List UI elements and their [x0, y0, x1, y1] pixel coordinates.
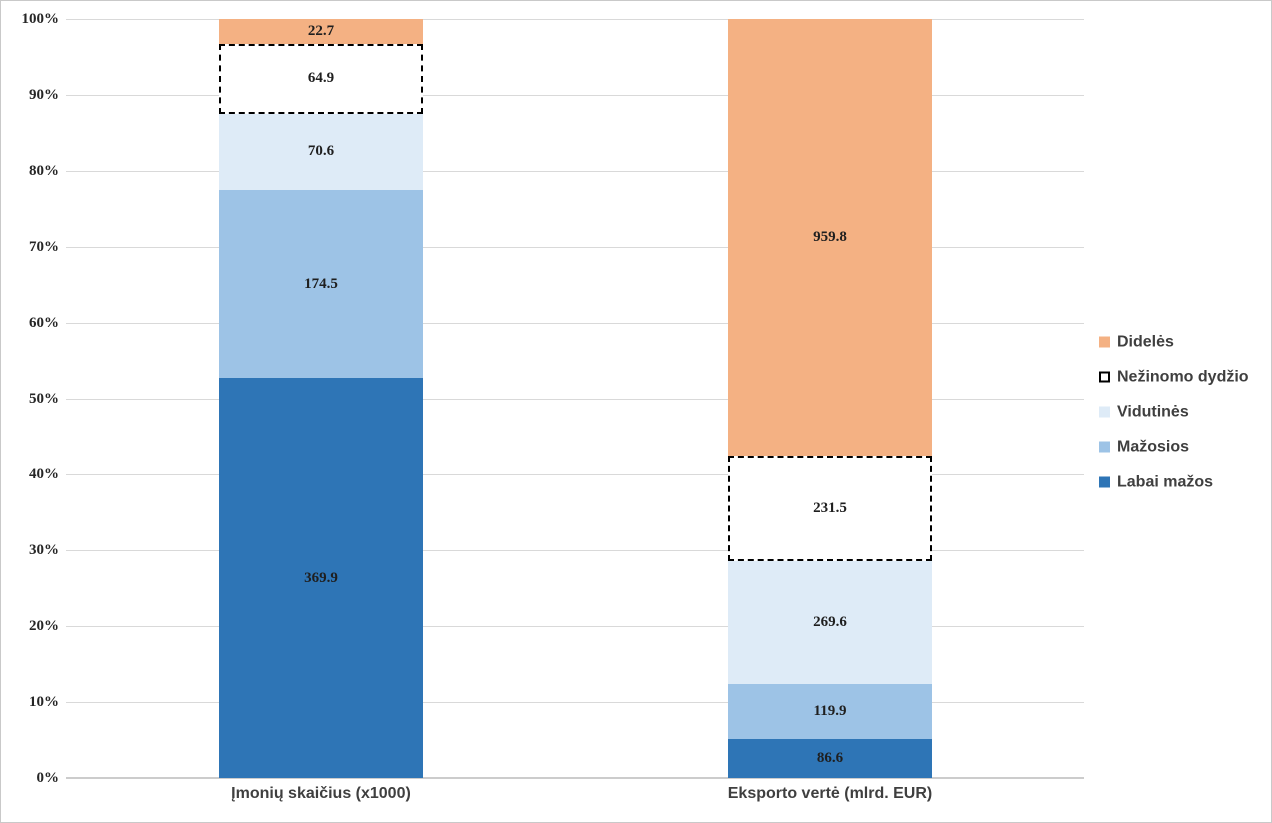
data-label: 269.6 [813, 614, 847, 631]
segment-vidutines: 70.6 [219, 113, 423, 190]
stacked-bar-imoniu-skaicius-x1000: 369.9 174.5 70.6 64.9 22.7 [219, 19, 423, 778]
gridline-20 [66, 626, 1084, 628]
data-label: 959.8 [813, 228, 847, 245]
data-label: 369.9 [304, 569, 338, 586]
y-tick-label-0: 0% [36, 770, 60, 786]
y-tick-label-60: 60% [29, 314, 59, 331]
legend-swatch-labai-mazos [1099, 476, 1110, 487]
gridline-30 [66, 550, 1084, 552]
gridline-70 [66, 246, 1084, 248]
gridline-10 [66, 702, 1084, 704]
legend-item-mazosios: Mažosios [1099, 436, 1249, 457]
legend-label: Labai mažos [1117, 473, 1214, 490]
legend-swatch-dideles [1099, 336, 1110, 347]
gridline-60 [66, 322, 1084, 324]
segment-dideles: 959.8 [728, 19, 932, 456]
gridline-90 [66, 94, 1084, 96]
stacked-bar-eksporto-verte-mlrd-eur: 86.6 119.9 269.6 231.5 959.8 [728, 19, 932, 778]
legend-item-dideles: Didelės [1099, 331, 1249, 352]
legend-label: Didelės [1117, 333, 1174, 350]
y-tick-label-70: 70% [29, 238, 59, 255]
category-label-imoniu-skaicius-x1000: Įmonių skaičius (x1000) [231, 785, 411, 802]
y-tick-label-100: 100% [21, 11, 60, 27]
x-axis-line [66, 777, 1084, 779]
legend-item-nezinomo-dydzio: Nežinomo dydžio [1099, 366, 1249, 387]
data-label: 86.6 [816, 749, 844, 766]
y-tick-label-30: 30% [29, 542, 59, 559]
category-label-eksporto-verte-mlrd-eur: Eksporto vertė (mlrd. EUR) [727, 785, 933, 802]
data-label: 119.9 [813, 702, 847, 719]
y-tick-label-80: 80% [29, 162, 59, 179]
segment-labai-mazos: 86.6 [728, 738, 932, 778]
y-tick-label-50: 50% [29, 390, 59, 407]
segment-nezinomo-dydzio: 64.9 [219, 43, 423, 114]
y-tick-label-90: 90% [29, 86, 59, 103]
segment-labai-mazos: 369.9 [219, 378, 423, 778]
gridline-50 [66, 398, 1084, 400]
y-tick-label-40: 40% [29, 466, 59, 483]
legend-label: Nežinomo dydžio [1117, 368, 1249, 385]
segment-dideles: 22.7 [219, 19, 423, 44]
segment-mazosios: 174.5 [219, 189, 423, 379]
data-label: 22.7 [307, 22, 335, 39]
legend-item-labai-mazos: Labai mažos [1099, 471, 1249, 492]
legend-label: Vidutinės [1117, 403, 1189, 420]
segment-mazosios: 119.9 [728, 684, 932, 739]
data-label: 231.5 [813, 500, 847, 517]
legend-item-vidutines: Vidutinės [1099, 401, 1249, 422]
data-label: 64.9 [307, 70, 335, 87]
legend: Didelės Nežinomo dydžio Vidutinės Mažosios L… [1099, 331, 1249, 492]
data-label: 70.6 [307, 143, 335, 160]
legend-swatch-nezinomo-dydzio [1099, 371, 1110, 382]
gridline-100 [66, 19, 1084, 20]
gridline-80 [66, 170, 1084, 172]
legend-swatch-vidutines [1099, 406, 1110, 417]
segment-nezinomo-dydzio: 231.5 [728, 455, 932, 562]
y-tick-label-10: 10% [29, 694, 59, 711]
legend-label: Mažosios [1117, 438, 1190, 455]
segment-vidutines: 269.6 [728, 561, 932, 685]
gridline-40 [66, 474, 1084, 476]
data-label: 174.5 [304, 275, 338, 292]
y-tick-label-20: 20% [29, 618, 59, 635]
legend-swatch-mazosios [1099, 441, 1110, 452]
plot-area: 369.9 174.5 70.6 64.9 22.7 86.6 119.9 269.6 231.… [66, 19, 1084, 779]
